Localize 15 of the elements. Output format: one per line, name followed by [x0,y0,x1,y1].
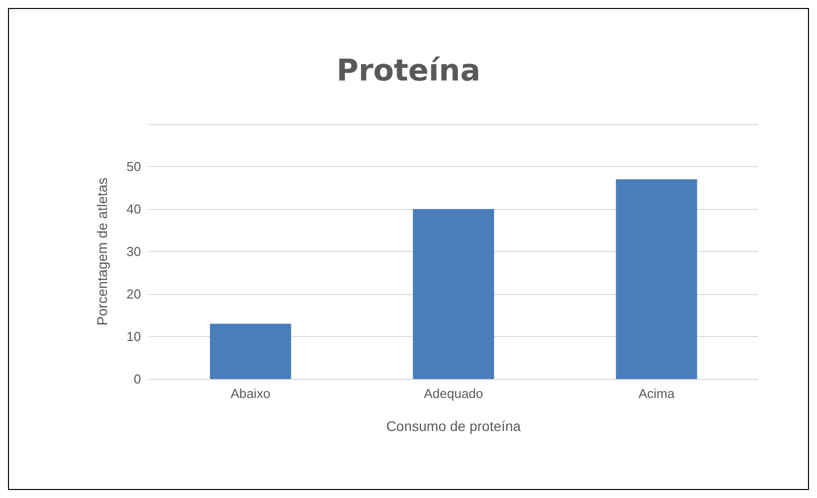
x-tick-label: Adequado [424,386,484,401]
y-tick-label: 0 [134,372,141,386]
x-tick-label: Acima [638,386,676,401]
bar [210,324,292,379]
y-tick-label: 30 [126,244,141,259]
y-tick-label: 10 [126,329,141,344]
bar [616,179,698,379]
y-tick-label: 40 [126,202,141,216]
y-tick-label: 20 [126,286,141,302]
x-tick-label: Abaixo [230,386,270,401]
bar [412,209,494,379]
chart-title: Proteína [336,54,480,88]
y-tick-label: 50 [126,159,141,174]
x-axis-title: Consumo de proteína [386,418,522,434]
y-axis-title: Porcentagem de atletas [94,178,110,326]
